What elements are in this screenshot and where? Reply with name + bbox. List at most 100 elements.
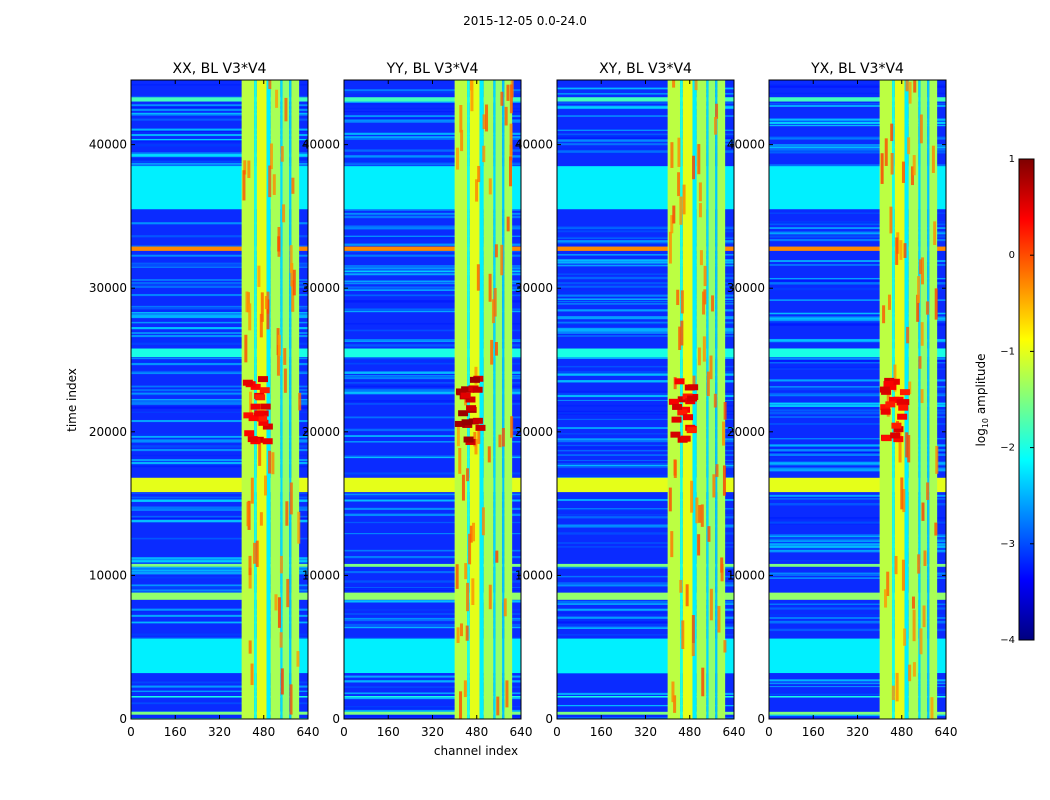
noise-line [769,322,946,325]
noise-line [769,360,946,362]
band-speckle [673,460,677,478]
noise-line [344,164,521,166]
noise-line [557,542,734,544]
noise-line [131,515,308,518]
y-tick-label: 10000 [515,568,553,582]
rfi-time-band [344,97,521,102]
burst-cell [458,410,469,417]
y-tick-label: 10000 [302,568,340,582]
noise-line [344,300,521,303]
band-speckle [245,291,249,313]
noise-line [557,438,734,441]
band-speckle [504,106,508,126]
noise-line [131,143,308,147]
band-speckle [275,89,279,108]
noise-line [769,628,946,632]
noise-line [557,532,734,535]
band-speckle [707,526,711,542]
noise-line [344,692,521,695]
noise-line [131,312,308,314]
band-speckle [266,299,270,330]
noise-line [557,546,734,548]
noise-line [769,692,946,695]
rfi-time-band [131,592,308,600]
noise-line [769,231,946,234]
band-speckle [253,542,257,564]
noise-line [344,513,521,517]
band-speckle [918,356,922,369]
band-speckle [468,533,472,565]
rfi-channel-band [929,80,938,719]
noise-line [344,225,521,228]
band-speckle [289,245,293,273]
noise-line [344,149,521,152]
rfi-channel-band [270,80,281,719]
noise-line [131,370,308,373]
noise-line [131,163,308,165]
noise-line [769,577,946,579]
noise-line [769,299,946,301]
noise-line [557,616,734,619]
burst-cell [248,415,259,422]
rfi-time-band [131,711,308,715]
band-speckle [700,504,704,527]
noise-line [131,571,308,575]
noise-line [769,517,946,520]
noise-line [344,587,521,590]
noise-line [344,609,521,611]
rfi-channel-band [493,80,496,719]
rfi-channel-band [717,80,726,719]
noise-line [557,418,734,420]
band-speckle [286,578,290,608]
band-speckle [678,326,682,351]
x-tick-label: 480 [252,725,275,739]
noise-line [344,100,521,103]
rfi-channel-band [291,80,300,719]
band-speckle [692,375,696,389]
band-speckle [890,152,894,175]
heatmap-image [557,80,734,719]
band-speckle [697,144,701,175]
noise-line [344,385,521,388]
noise-line [769,85,946,88]
band-speckle [471,578,475,605]
noise-line [131,279,308,281]
noise-line [131,314,308,318]
noise-line [344,119,521,121]
band-speckle [882,305,886,324]
noise-line [344,400,521,402]
noise-line [557,459,734,461]
noise-line [557,444,734,447]
rfi-time-band [557,97,734,102]
band-speckle [482,145,486,163]
band-speckle [246,501,250,527]
rfi-time-band [344,696,521,698]
rfi-time-band [769,97,946,102]
band-speckle [691,615,695,644]
noise-line [131,128,308,131]
y-tick-label: 0 [119,712,127,726]
noise-line [769,405,946,407]
rfi-time-band [344,711,521,715]
noise-line [769,461,946,464]
noise-line [769,222,946,225]
noise-line [131,281,308,285]
noise-line [769,260,946,262]
band-speckle [889,206,893,234]
noise-line [131,259,308,261]
band-speckle [886,571,890,597]
band-speckle [500,244,504,276]
band-speckle [259,313,263,338]
noise-line [557,634,734,636]
noise-line [769,574,946,576]
band-speckle [488,178,492,195]
burst-cell [243,412,254,419]
band-speckle [893,364,897,392]
noise-line [131,690,308,693]
y-tick-label: 40000 [89,138,127,152]
noise-line [131,569,308,572]
band-speckle [694,80,698,91]
band-speckle [701,667,705,697]
noise-line [769,423,946,425]
band-speckle [506,216,510,232]
